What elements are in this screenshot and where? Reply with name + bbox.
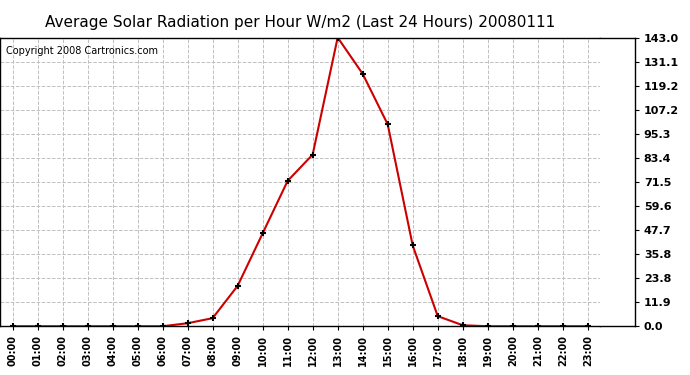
Text: Copyright 2008 Cartronics.com: Copyright 2008 Cartronics.com (6, 46, 158, 56)
Text: Average Solar Radiation per Hour W/m2 (Last 24 Hours) 20080111: Average Solar Radiation per Hour W/m2 (L… (45, 15, 555, 30)
